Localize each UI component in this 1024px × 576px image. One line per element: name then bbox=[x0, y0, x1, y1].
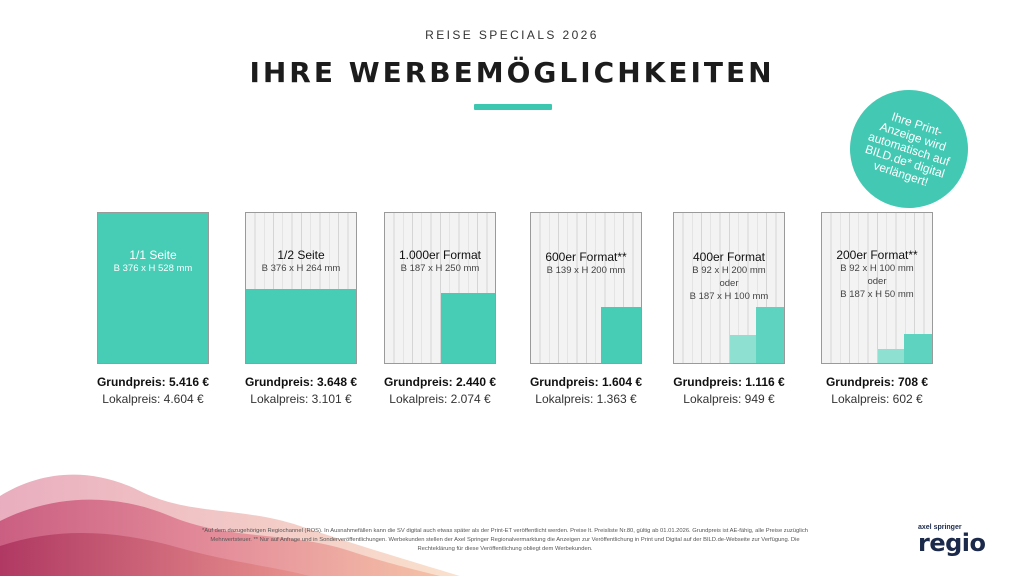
format-dims: B 92 x H 100 mm bbox=[840, 263, 914, 274]
logo-big-text: regio bbox=[918, 529, 986, 557]
grundpreis: Grundpreis: 1.604 € bbox=[529, 375, 643, 389]
title-underline bbox=[474, 104, 552, 110]
format-label: 1/2 Seite B 376 x H 264 mm bbox=[245, 248, 357, 275]
ad-area-fill-tall bbox=[904, 334, 932, 363]
format-name: 200er Format** bbox=[836, 248, 918, 262]
grundpreis: Grundpreis: 2.440 € bbox=[383, 375, 497, 389]
format-name: 400er Format bbox=[692, 250, 766, 264]
format-card-400er bbox=[673, 212, 785, 364]
format-dims-alt: B 187 x H 100 mm bbox=[689, 291, 769, 302]
grundpreis: Grundpreis: 5.416 € bbox=[96, 375, 210, 389]
grundpreis: Grundpreis: 708 € bbox=[825, 375, 929, 389]
ad-area-fill bbox=[441, 293, 495, 363]
ad-area-fill-wide bbox=[730, 335, 756, 363]
lokalpreis: Lokalpreis: 1.363 € bbox=[535, 392, 637, 406]
lokalpreis: Lokalpreis: 2.074 € bbox=[389, 392, 491, 406]
ad-area-fill-wide bbox=[878, 349, 904, 363]
format-label: 200er Format** B 92 x H 100 mm oder B 18… bbox=[821, 248, 933, 301]
ad-area-fill bbox=[246, 289, 356, 363]
format-card-200er bbox=[821, 212, 933, 364]
format-label: 1/1 Seite B 376 x H 528 mm bbox=[97, 248, 209, 275]
format-dims-or: oder bbox=[719, 278, 739, 289]
price-block: Grundpreis: 1.116 € Lokalpreis: 949 € bbox=[659, 375, 799, 406]
lokalpreis: Lokalpreis: 4.604 € bbox=[102, 392, 204, 406]
lokalpreis: Lokalpreis: 602 € bbox=[831, 392, 923, 406]
format-name: 1.000er Format bbox=[398, 248, 482, 262]
ad-area-fill bbox=[601, 307, 641, 363]
footnote: *Auf dem dazugehörigen Regiochannel (ROS… bbox=[202, 528, 808, 552]
price-block: Grundpreis: 708 € Lokalpreis: 602 € bbox=[807, 375, 947, 406]
format-name: 1/2 Seite bbox=[277, 248, 325, 262]
format-label: 1.000er Format B 187 x H 250 mm bbox=[384, 248, 496, 275]
format-card-1-2-seite bbox=[245, 212, 357, 364]
decorative-wave bbox=[0, 474, 460, 576]
axel-springer-regio-logo: axel springer regio bbox=[918, 524, 998, 555]
format-card-1000er bbox=[384, 212, 496, 364]
format-card-1-1-seite bbox=[97, 212, 209, 364]
format-name: 600er Format** bbox=[545, 250, 627, 264]
format-name: 1/1 Seite bbox=[129, 248, 177, 262]
format-label: 600er Format** B 139 x H 200 mm bbox=[530, 250, 642, 277]
lokalpreis: Lokalpreis: 3.101 € bbox=[250, 392, 352, 406]
format-dims-or: oder bbox=[867, 276, 887, 287]
grundpreis: Grundpreis: 1.116 € bbox=[673, 375, 785, 389]
price-block: Grundpreis: 1.604 € Lokalpreis: 1.363 € bbox=[516, 375, 656, 406]
grundpreis: Grundpreis: 3.648 € bbox=[244, 375, 358, 389]
format-dims: B 139 x H 200 mm bbox=[546, 265, 626, 276]
ad-area-fill-tall bbox=[756, 307, 784, 363]
lokalpreis: Lokalpreis: 949 € bbox=[683, 392, 775, 406]
price-block: Grundpreis: 3.648 € Lokalpreis: 3.101 € bbox=[231, 375, 371, 406]
format-card-600er bbox=[530, 212, 642, 364]
price-block: Grundpreis: 5.416 € Lokalpreis: 4.604 € bbox=[83, 375, 223, 406]
format-dims: B 92 x H 200 mm bbox=[692, 265, 766, 276]
format-dims: B 376 x H 528 mm bbox=[113, 263, 193, 274]
price-block: Grundpreis: 2.440 € Lokalpreis: 2.074 € bbox=[370, 375, 510, 406]
supertitle: REISE SPECIALS 2026 bbox=[425, 28, 599, 42]
format-label: 400er Format B 92 x H 200 mm oder B 187 … bbox=[673, 250, 785, 303]
page-title: IHRE WERBEMÖGLICHKEITEN bbox=[249, 56, 775, 89]
format-dims-alt: B 187 x H 50 mm bbox=[840, 289, 914, 300]
logo-small-text: axel springer bbox=[918, 524, 962, 531]
badge-text: Ihre Print-Anzeige wird automatisch auf … bbox=[863, 108, 952, 189]
ad-area-fill bbox=[98, 213, 208, 363]
format-dims: B 187 x H 250 mm bbox=[400, 263, 480, 274]
format-dims: B 376 x H 264 mm bbox=[261, 263, 341, 274]
digital-extension-badge: Ihre Print-Anzeige wird automatisch auf … bbox=[834, 74, 984, 224]
